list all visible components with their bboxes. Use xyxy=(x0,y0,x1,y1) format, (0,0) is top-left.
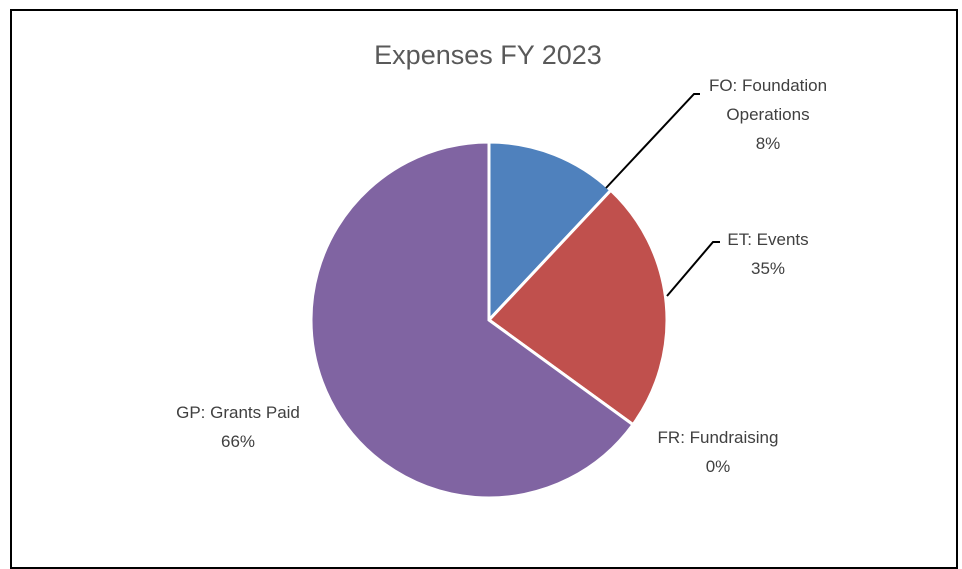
chart-title: Expenses FY 2023 xyxy=(374,40,602,70)
slice-label-gp: GP: Grants Paid xyxy=(176,403,300,422)
pie-chart: Expenses FY 2023 FO: Foundation Operation… xyxy=(176,40,827,500)
slice-percent-fr: 0% xyxy=(706,457,731,476)
slice-label-et: ET: Events xyxy=(727,230,808,249)
slice-percent-fo: 8% xyxy=(756,134,781,153)
pie-slice-gp xyxy=(309,140,636,500)
slice-labels: FO: Foundation Operations 8% ET: Events 35% F… xyxy=(176,76,827,476)
slice-percent-gp: 66% xyxy=(221,432,255,451)
pie-slice-fo xyxy=(487,140,613,324)
leader-lines xyxy=(605,93,720,297)
slice-label-fr: FR: Fundraising xyxy=(658,428,779,447)
slice-percent-et: 35% xyxy=(751,259,785,278)
slice-label-fo: FO: Foundation xyxy=(709,76,827,95)
leader-line-et xyxy=(666,241,720,297)
pie-slices xyxy=(309,140,669,500)
pie-slice-et xyxy=(486,188,669,427)
slice-label-fo: Operations xyxy=(726,105,809,124)
leader-line-fo xyxy=(605,93,700,189)
